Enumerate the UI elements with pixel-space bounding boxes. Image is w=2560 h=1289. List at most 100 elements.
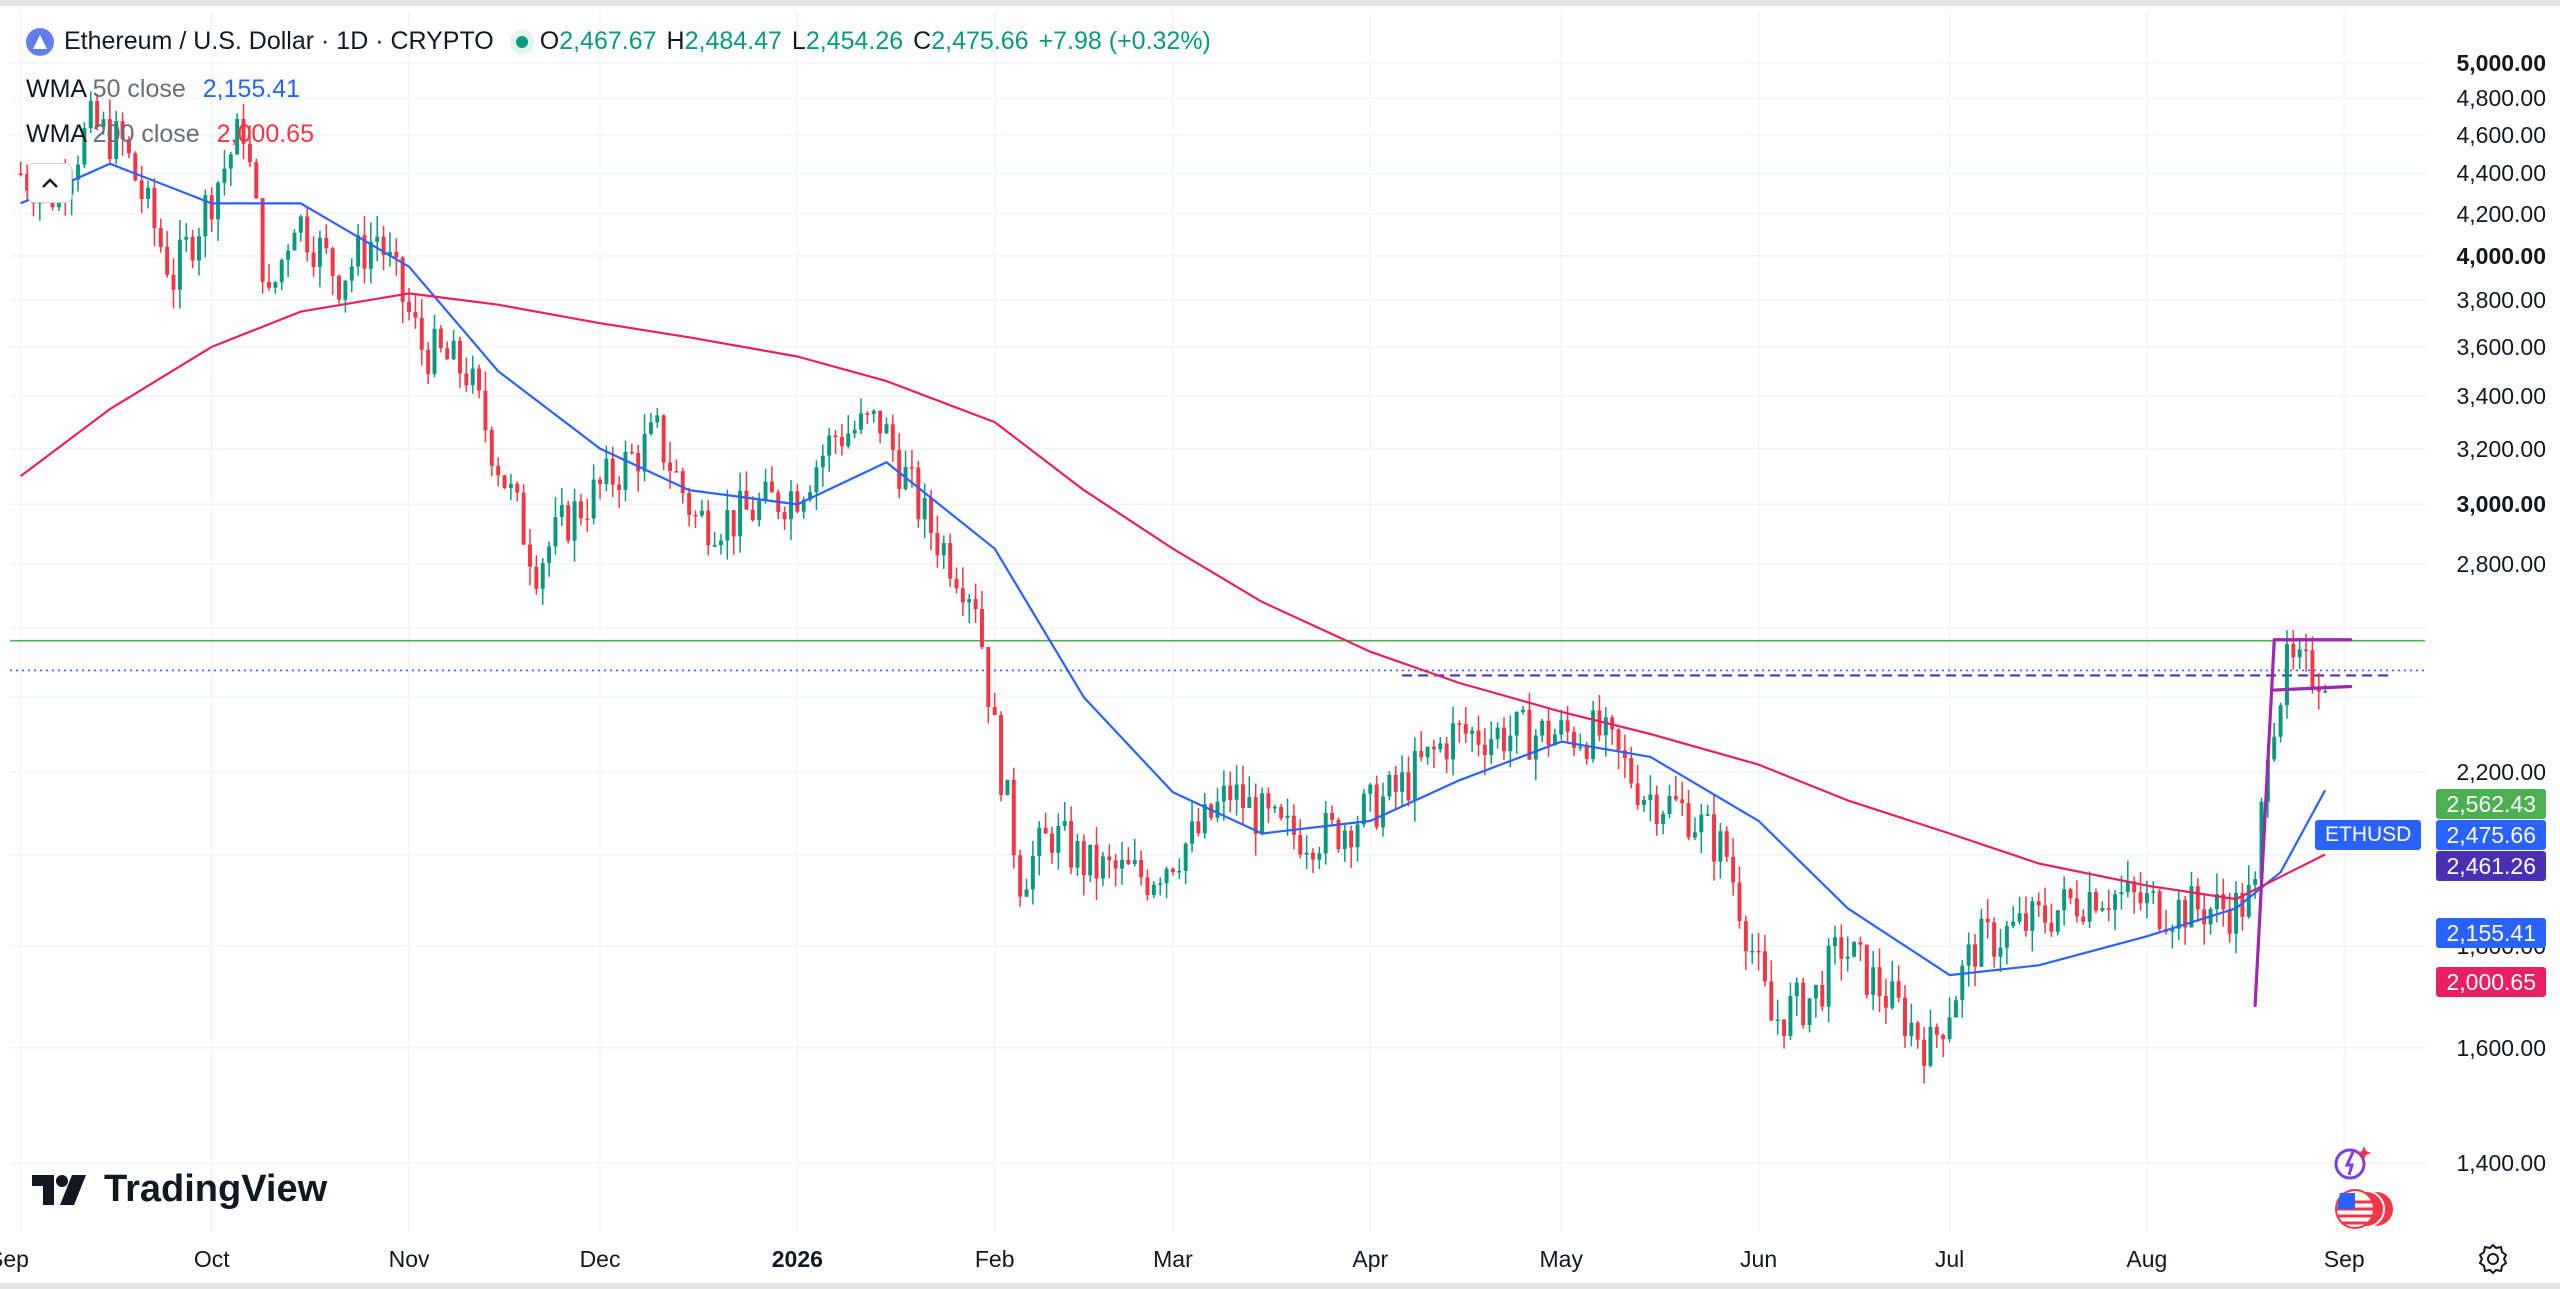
symbol-title[interactable]: Ethereum / U.S. Dollar · 1D · CRYPTO [64, 27, 494, 55]
high-value: 2,484.47 [684, 27, 782, 55]
candle-body [1158, 883, 1163, 885]
candle-body [1877, 967, 1882, 996]
candle-body [1113, 860, 1118, 869]
flag-pattern-drawing[interactable] [2253, 638, 2353, 1008]
gear-icon[interactable] [2476, 1242, 2510, 1276]
open-value: 2,467.67 [559, 27, 657, 55]
candle-body [655, 415, 660, 423]
candle-body [1864, 944, 1869, 995]
candle-body [687, 492, 692, 515]
candle-body [1712, 814, 1717, 862]
candle-body [1782, 1019, 1787, 1037]
candle-body [1890, 981, 1895, 1008]
wma50-name: WMA [26, 75, 86, 103]
candle-body [572, 501, 577, 541]
candle-body [1221, 785, 1226, 802]
price-tick-label: 3,200.00 [2456, 435, 2546, 462]
candle-body [534, 566, 539, 589]
candle-body [133, 153, 138, 181]
candle-body [400, 257, 405, 302]
candle-body [547, 546, 552, 564]
candle-body [712, 545, 717, 547]
candle-body [833, 435, 838, 438]
wma50-legend[interactable]: WMA 50 close 2,155.41 [26, 75, 300, 104]
candle-body [2157, 891, 2162, 929]
candle-body [859, 413, 863, 430]
last-price-tag: 2,475.66 [2436, 820, 2546, 850]
time-tick-label: Jun [1740, 1246, 1778, 1272]
us-flag-icon[interactable] [2334, 1188, 2396, 1230]
candle-body [604, 458, 609, 484]
candle-body [693, 514, 698, 517]
candle-body [1514, 711, 1519, 736]
tradingview-wordmark: TradingView [104, 1168, 328, 1210]
candle-body [617, 484, 622, 490]
candle-body [668, 462, 673, 472]
sparkle-icon[interactable] [2330, 1142, 2372, 1182]
candle-body [1909, 1022, 1914, 1037]
candle-body [1253, 797, 1258, 835]
candle-body [992, 707, 997, 716]
candle-body [699, 510, 704, 516]
candle-body [2113, 894, 2118, 910]
candle-body [1584, 746, 1589, 759]
candle-body [1680, 799, 1685, 804]
price-tick-label: 2,200.00 [2456, 759, 2546, 786]
candle-body [1801, 982, 1806, 1026]
candle-body [1177, 870, 1182, 873]
candle-body [1731, 856, 1736, 883]
candle-body [2125, 881, 2130, 893]
candle-body [1699, 814, 1704, 833]
candle-body [2068, 889, 2073, 899]
candle-body [578, 501, 583, 519]
candle-body [789, 491, 793, 520]
candle-body [1196, 821, 1201, 834]
candle-body [909, 467, 914, 469]
candle-body [1088, 844, 1093, 876]
candle-body [1540, 720, 1545, 736]
collapse-legend-button[interactable] [28, 163, 72, 203]
wma200-params: 200 close [92, 120, 200, 148]
candle-body [1807, 998, 1812, 1026]
time-tick-label: Sep [0, 1246, 29, 1272]
candle-body [1482, 744, 1487, 756]
high-key: H [666, 27, 685, 55]
candle-body [2081, 916, 2086, 922]
candle-body [871, 410, 876, 415]
candle-body [648, 422, 653, 434]
candle-body [1578, 746, 1583, 749]
candle-body [1164, 868, 1169, 884]
candle-body [445, 348, 450, 360]
candle-body [2291, 644, 2296, 658]
candle-body [1762, 951, 1767, 982]
candle-body [1342, 830, 1347, 850]
candle-body [2062, 889, 2067, 911]
candle-body [598, 479, 602, 484]
candle-body [18, 173, 23, 175]
candle-body [1361, 793, 1366, 825]
price-tick-label: 1,400.00 [2456, 1150, 2546, 1176]
wma200-price-tag: 2,000.65 [2436, 967, 2546, 997]
candle-body [897, 449, 902, 490]
open-key: O [539, 27, 560, 55]
candle-body [2144, 892, 2149, 904]
candle-body [394, 251, 399, 258]
wma200-legend[interactable]: WMA 200 close 2,000.65 [26, 120, 314, 149]
candle-body [1470, 730, 1475, 734]
candle-body [317, 237, 322, 267]
candle-body [623, 451, 628, 490]
candle-body [407, 301, 412, 312]
candle-body [1597, 710, 1602, 736]
candle-body [216, 182, 221, 220]
candle-body [1234, 784, 1239, 800]
tradingview-logo[interactable]: TradingView [32, 1168, 327, 1211]
candle-body [2297, 649, 2302, 658]
time-tick-label: Dec [579, 1246, 621, 1272]
candle-body [922, 498, 927, 520]
candle-body [1559, 720, 1564, 735]
candle-body [1724, 831, 1729, 857]
candle-body [1476, 730, 1481, 745]
candle-body [1839, 937, 1844, 959]
candle-body [2170, 928, 2175, 932]
